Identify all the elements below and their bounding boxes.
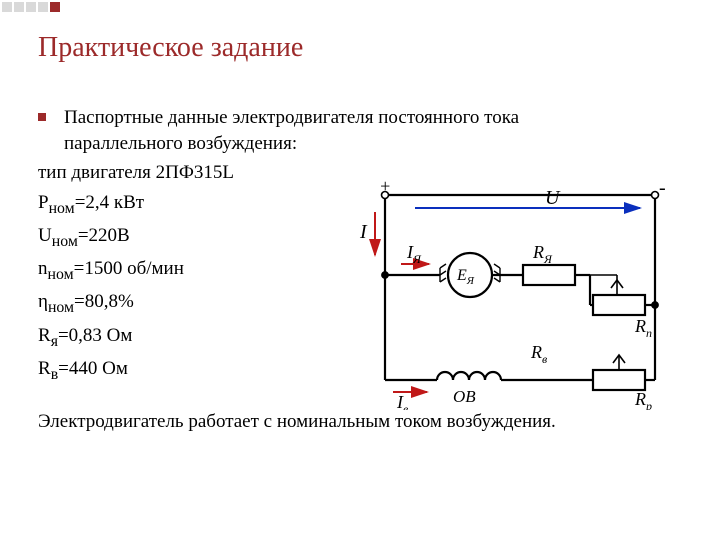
label-Rn: Rn [634, 316, 652, 340]
sym: P [38, 192, 49, 213]
label-Rya: RЯ [532, 242, 553, 266]
label-Rp: Rp [634, 389, 652, 410]
circuit-diagram: + - U I IЯ EЯ RЯ Rn Rв ОВ Iв Rp [345, 180, 685, 410]
sub: ном [52, 233, 78, 250]
label-Eya: EЯ [456, 267, 475, 287]
sub: я [51, 332, 58, 349]
deco-sq [14, 2, 24, 12]
sym: n [38, 258, 48, 279]
sym: R [38, 358, 51, 379]
bullet-icon [38, 113, 46, 121]
label-Iv: Iв [396, 392, 408, 410]
bullet-line1: Паспортные данные электродвигателя посто… [64, 107, 519, 128]
val: =220В [78, 225, 130, 246]
terminal-minus: - [659, 180, 666, 199]
deco-sq [50, 2, 60, 12]
sym: U [38, 225, 52, 246]
val: =1500 об/мин [74, 258, 184, 279]
sym: η [38, 291, 48, 312]
label-Rv: Rв [530, 342, 547, 366]
val: =0,83 Ом [58, 325, 132, 346]
slide-title: Практическое задание [38, 32, 303, 64]
bullet-row: Паспортные данные электродвигателя посто… [38, 105, 678, 156]
bullet-line2: параллельного возбуждения: [64, 133, 297, 154]
val: =2,4 кВт [75, 192, 144, 213]
val: =440 Ом [58, 358, 128, 379]
bullet-text: Паспортные данные электродвигателя посто… [64, 105, 678, 156]
circuit-svg: + - U I IЯ EЯ RЯ Rn Rв ОВ Iв Rp [345, 180, 685, 410]
sub: ном [48, 299, 74, 316]
label-Iya: IЯ [406, 242, 422, 266]
sym: R [38, 325, 51, 346]
label-OV: ОВ [453, 387, 476, 406]
label-U: U [545, 187, 561, 209]
top-corner-squares [0, 0, 62, 14]
sub: ном [48, 266, 74, 283]
closing-line: Электродвигатель работает с номинальным … [38, 409, 678, 435]
val: =80,8% [74, 291, 134, 312]
deco-sq [38, 2, 48, 12]
deco-sq [26, 2, 36, 12]
deco-sq [2, 2, 12, 12]
label-I: I [359, 221, 368, 243]
sub: ном [49, 200, 75, 217]
